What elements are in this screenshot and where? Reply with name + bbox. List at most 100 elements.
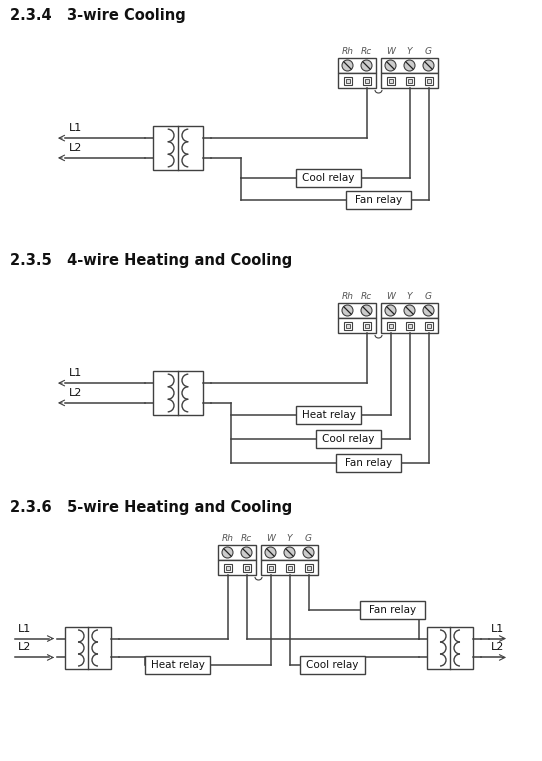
Bar (153, 371, 203, 415)
Bar (267, 563, 274, 572)
Circle shape (265, 547, 276, 558)
Text: W: W (266, 534, 275, 543)
Bar (389, 323, 392, 327)
Bar (261, 560, 318, 575)
Bar (296, 169, 361, 187)
Bar (345, 323, 350, 327)
Bar (218, 545, 256, 560)
Text: Rc: Rc (361, 292, 372, 301)
Text: Y: Y (287, 534, 292, 543)
Bar (427, 627, 473, 669)
Text: Cool relay: Cool relay (306, 660, 359, 670)
Text: Rc: Rc (241, 534, 252, 543)
Text: Rh: Rh (341, 47, 353, 56)
Bar (365, 78, 369, 82)
Bar (338, 303, 376, 318)
Text: Y: Y (406, 47, 412, 56)
Text: L2: L2 (69, 143, 82, 153)
Text: W: W (386, 47, 395, 56)
Circle shape (385, 60, 396, 71)
Bar (316, 430, 381, 448)
Text: Fan relay: Fan relay (345, 458, 392, 468)
Text: Y: Y (406, 292, 412, 301)
Bar (360, 601, 425, 619)
Bar (427, 78, 430, 82)
Circle shape (404, 305, 415, 316)
Text: Heat relay: Heat relay (301, 410, 356, 420)
Bar (363, 77, 371, 84)
Bar (145, 656, 210, 674)
Bar (381, 303, 438, 318)
Bar (338, 58, 376, 73)
Bar (424, 321, 433, 330)
Bar (296, 406, 361, 424)
Circle shape (241, 547, 252, 558)
Bar (338, 73, 376, 88)
Text: G: G (305, 534, 312, 543)
Bar (381, 318, 438, 333)
Circle shape (222, 547, 233, 558)
Circle shape (303, 547, 314, 558)
Bar (286, 563, 294, 572)
Bar (268, 565, 273, 569)
Bar (305, 563, 313, 572)
Circle shape (342, 60, 353, 71)
Bar (344, 321, 352, 330)
Circle shape (342, 305, 353, 316)
Text: 2.3.6   5-wire Heating and Cooling: 2.3.6 5-wire Heating and Cooling (10, 500, 292, 515)
Text: Rh: Rh (341, 292, 353, 301)
Bar (300, 656, 365, 674)
Bar (225, 565, 229, 569)
Bar (365, 323, 369, 327)
Text: L1: L1 (18, 623, 31, 634)
Circle shape (404, 60, 415, 71)
Bar (346, 191, 411, 209)
Text: 2.3.5   4-wire Heating and Cooling: 2.3.5 4-wire Heating and Cooling (10, 253, 292, 268)
Bar (338, 318, 376, 333)
Text: Rh: Rh (222, 534, 234, 543)
Bar (408, 323, 411, 327)
Circle shape (423, 60, 434, 71)
Text: G: G (425, 47, 432, 56)
Bar (381, 73, 438, 88)
Bar (386, 77, 395, 84)
Text: Fan relay: Fan relay (369, 605, 416, 615)
Text: L2: L2 (69, 388, 82, 398)
Text: L2: L2 (18, 642, 31, 652)
Bar (287, 565, 292, 569)
Text: Cool relay: Cool relay (322, 434, 375, 444)
Bar (261, 545, 318, 560)
Bar (405, 77, 414, 84)
Bar (336, 454, 401, 472)
Bar (244, 565, 248, 569)
Text: Heat relay: Heat relay (151, 660, 204, 670)
Text: Cool relay: Cool relay (302, 173, 354, 183)
Text: W: W (386, 292, 395, 301)
Circle shape (361, 60, 372, 71)
Bar (306, 565, 311, 569)
Bar (424, 77, 433, 84)
Bar (363, 321, 371, 330)
Circle shape (284, 547, 295, 558)
Text: G: G (425, 292, 432, 301)
Circle shape (361, 305, 372, 316)
Circle shape (423, 305, 434, 316)
Bar (65, 627, 111, 669)
Bar (408, 78, 411, 82)
Bar (344, 77, 352, 84)
Bar (345, 78, 350, 82)
Text: Fan relay: Fan relay (355, 195, 402, 205)
Text: L1: L1 (69, 368, 82, 378)
Bar (218, 560, 256, 575)
Bar (427, 323, 430, 327)
Text: L2: L2 (491, 642, 505, 652)
Bar (242, 563, 250, 572)
Bar (223, 563, 231, 572)
Circle shape (385, 305, 396, 316)
Text: 2.3.4   3-wire Cooling: 2.3.4 3-wire Cooling (10, 8, 186, 23)
Bar (381, 58, 438, 73)
Text: Rc: Rc (361, 47, 372, 56)
Bar (386, 321, 395, 330)
Text: L1: L1 (69, 123, 82, 133)
Bar (405, 321, 414, 330)
